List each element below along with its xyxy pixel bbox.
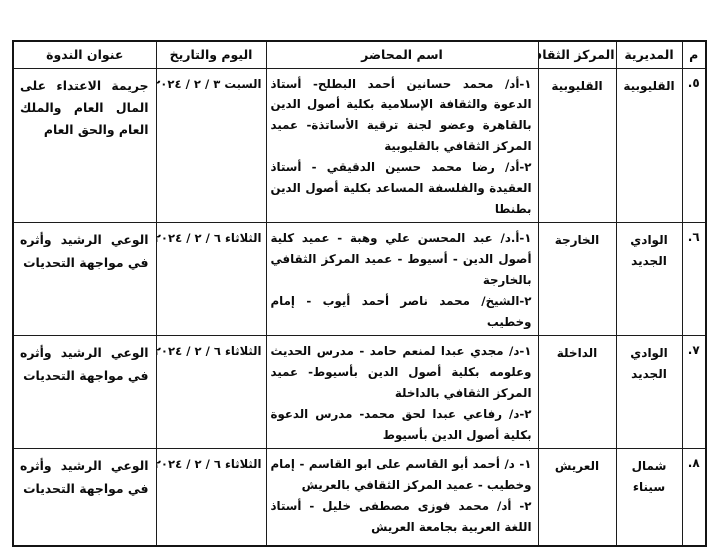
table-row: ٧. الوادي الجديد الداخلة ١-د/ مجدي عبدا … [12,335,707,450]
lecturer-entry: ٢-أد/ رضا محمد حسين الدقيقي - أستاذ العق… [270,160,532,217]
lecturer-cell: ١- د/ أحمد أبو القاسم على ابو القاسم - إ… [265,448,539,547]
cultural-center-cell: الداخلة [537,335,617,450]
col-header-seminar-title: عنوان الندوة [12,40,157,69]
day-date-cell: الثلاثاء ٦ / ٢ / ٢٠٢٤م [155,222,267,337]
seminar-title-cell: الوعي الرشيد وأثره في مواجهة التحديات [12,222,157,337]
cultural-center-cell: القليوبية [537,67,617,224]
table-row: ٦. الوادي الجديد الخارجة ١-أ.د/ عبد المح… [12,222,707,337]
table-row: ٨. شمال سيناء العريش ١- د/ أحمد أبو القا… [12,448,707,547]
seminar-schedule-table: م المديرية المركز الثقافي اسم المحاضر ال… [12,40,707,547]
cultural-center-cell: الخارجة [537,222,617,337]
row-number: ٦. [681,222,707,337]
col-header-directorate: المديرية [615,40,683,69]
seminar-title-cell: الوعي الرشيد وأثره في مواجهة التحديات [12,448,157,547]
directorate-cell: الوادي الجديد [615,335,683,450]
col-header-day-date: اليوم والتاريخ [155,40,267,69]
row-number: ٨. [681,448,707,547]
lecturer-cell: ١-أ.د/ عبد المحسن علي وهبة - عميد كلية أ… [265,222,539,337]
lecturer-entry: ٢-د/ رفاعي عبدا لحق محمد- مدرس الدعوة بك… [270,407,532,443]
table-header-row: م المديرية المركز الثقافي اسم المحاضر ال… [12,40,707,69]
directorate-cell: القليوبية [615,67,683,224]
lecturer-entry: ٢- أد/ محمد فوزى مصطفى خليل - أستاذ اللغ… [270,499,532,535]
cultural-center-cell: العريش [537,448,617,547]
day-date-cell: الثلاثاء ٦ / ٢ / ٢٠٢٤م [155,335,267,450]
col-header-cultural-center: المركز الثقافي [537,40,617,69]
col-header-lecturer-name: اسم المحاضر [265,40,539,69]
directorate-cell: شمال سيناء [615,448,683,547]
table-row: ٥. القليوبية القليوبية ١-أد/ محمد حسانين… [12,67,707,224]
directorate-cell: الوادي الجديد [615,222,683,337]
lecturer-entry: ١- د/ أحمد أبو القاسم على ابو القاسم - إ… [270,457,532,493]
lecturer-entry: ١-أد/ محمد حسانين أحمد البطلح- أستاذ الد… [270,76,532,154]
document-page: م المديرية المركز الثقافي اسم المحاضر ال… [12,40,707,547]
lecturer-cell: ١-أد/ محمد حسانين أحمد البطلح- أستاذ الد… [265,67,539,224]
lecturer-entry: ١-أ.د/ عبد المحسن علي وهبة - عميد كلية أ… [270,231,532,288]
seminar-title-cell: الوعي الرشيد وأثره في مواجهة التحديات [12,335,157,450]
row-number: ٧. [681,335,707,450]
row-number: ٥. [681,67,707,224]
lecturer-entry: ١-د/ مجدي عبدا لمنعم حامد - مدرس الحديث … [270,344,532,401]
lecturer-entry: ٢-الشيخ/ محمد ناصر أحمد أيوب - إمام وخطي… [270,294,532,330]
day-date-cell: الثلاثاء ٦ / ٢ / ٢٠٢٤م [155,448,267,547]
lecturer-cell: ١-د/ مجدي عبدا لمنعم حامد - مدرس الحديث … [265,335,539,450]
day-date-cell: السبت ٣ / ٢ / ٢٠٢٤م [155,67,267,224]
seminar-title-cell: جريمة الاعتداء على المال العام والملك ال… [12,67,157,224]
col-header-num: م [681,40,707,69]
